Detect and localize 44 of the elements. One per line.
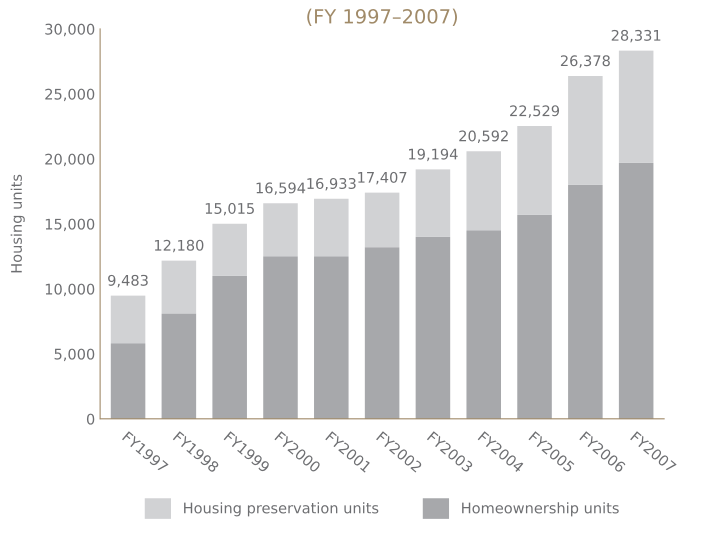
bar [568,76,603,185]
bar [263,203,298,256]
bar [517,214,552,419]
total-label: 17,407 [358,172,406,184]
total-label: 12,180 [154,240,204,252]
bar [212,276,247,419]
y-tick-label: 10,000 [46,284,94,296]
total-label: 19,194 [409,148,458,162]
bar [162,260,196,314]
total-label: 22,529 [510,105,560,118]
bar [416,169,450,237]
bar [618,50,654,163]
y-tick-label: 15,000 [46,218,94,232]
bar [162,314,196,419]
bar [263,256,298,419]
total-label: 20,592 [459,130,508,143]
y-tick-label: 5,000 [54,348,94,362]
bar [517,126,552,215]
total-label: 28,331 [612,30,660,42]
bar [466,151,502,230]
bar [568,184,603,419]
bar [314,256,349,419]
total-label: 16,933 [307,178,356,191]
legend-label: Housing preservation units [184,502,378,516]
bar [314,198,349,256]
y-tick-label: 20,000 [45,154,94,166]
y-tick-label: 25,000 [45,88,94,102]
y-axis-title: Housing units [10,174,25,272]
total-label: 16,594 [256,182,306,195]
bar [416,236,450,419]
bar [364,247,400,419]
bar [618,162,654,419]
bar [364,192,400,248]
legend-label: Homeownership units [462,502,619,516]
total-label: 26,378 [560,55,610,68]
total-label: 9,483 [108,274,148,288]
total-label: 15,015 [206,202,254,216]
bar [110,296,146,344]
bar [466,230,502,419]
bar [110,343,146,419]
y-tick-label: 0 [86,414,94,425]
bar [212,224,247,276]
y-tick-label: 30,000 [45,24,94,36]
chart-title: (FY 1997–2007) [307,8,457,26]
